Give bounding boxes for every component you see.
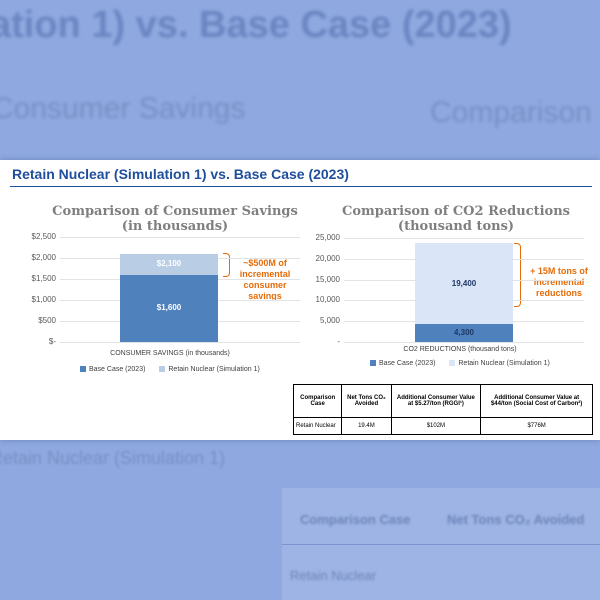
bar-retain-nuclear: 19,400 (415, 243, 513, 325)
legend-base: Base Case (2023) (80, 366, 145, 373)
table-cell: Retain Nuclear (292, 417, 343, 435)
y-tick-label: - (337, 337, 340, 346)
title-underline (10, 186, 592, 187)
y-tick-label: $1,000 (31, 295, 56, 304)
y-tick-label: 20,000 (315, 253, 340, 263)
gridline (60, 342, 300, 343)
savings-annotation: ~$500M of incremental consumer savings (230, 258, 300, 302)
y-tick-label: 5,000 (319, 316, 340, 326)
co2-annotation-line1: + 15M tons of (530, 266, 588, 276)
co2-annotation-line3: reductions (535, 288, 582, 298)
background-legend: Retain Nuclear (Simulation 1) (0, 448, 226, 468)
bar-base-case: 4,300 (415, 324, 513, 342)
co2-chart-title-line1: Comparison of CO2 Reductions (342, 204, 570, 219)
gridline (344, 238, 584, 239)
co2-chart-title-line2: (thousand tons) (397, 219, 515, 234)
table-header-cell: Additional Consumer Value at $44/ton (So… (480, 384, 593, 418)
y-tick-label: 10,000 (315, 295, 340, 305)
savings-chart-title-line1: Comparison of Consumer Savings (52, 204, 298, 219)
savings-chart-title-line2: (in thousands) (121, 219, 229, 234)
background-left-subtitle: Consumer Savings (0, 92, 246, 125)
co2-brace (514, 243, 521, 307)
background-table-rowlabel: Retain Nuclear (290, 568, 376, 583)
co2-annotation: + 15M tons of incremental reductions (520, 266, 598, 299)
table-header-row: Comparison Case Net Tons CO₂ Avoided Add… (292, 384, 593, 418)
bar-data-label: $2,100 (156, 259, 182, 269)
bar-retain-nuclear: $2,100 (120, 253, 218, 275)
table-header-cell: Net Tons CO₂ Avoided (341, 384, 392, 418)
table-cell: $102M (390, 417, 482, 435)
savings-annotation-line1: ~$500M of (243, 258, 287, 268)
gridline (60, 237, 300, 238)
savings-brace (223, 253, 230, 277)
legend-retain: Retain Nuclear (Simulation 1) (449, 360, 550, 367)
y-tick-label: 25,000 (315, 233, 340, 242)
gridline (344, 342, 584, 343)
bar-data-label: 4,300 (453, 328, 475, 338)
co2-category-label: CO2 REDUCTIONS (thousand tons) (403, 346, 517, 353)
co2-annotation-line2: incremental (533, 277, 585, 287)
savings-category-label: CONSUMER SAVINGS (in thousands) (110, 350, 230, 357)
y-tick-label: 15,000 (315, 274, 340, 284)
y-tick-label: $- (48, 337, 56, 346)
savings-annotation-line3: consumer (243, 280, 287, 290)
background-right-subtitle: Comparison (430, 96, 592, 129)
savings-annotation-line4: savings (248, 291, 282, 301)
co2-legend: Base Case (2023) Retain Nuclear (Simulat… (370, 360, 562, 367)
slide-card: Retain Nuclear (Simulation 1) vs. Base C… (0, 160, 600, 440)
table-cell: $776M (480, 417, 593, 435)
background-table-header (282, 488, 600, 545)
table-cell: 19.4M (341, 417, 392, 435)
savings-legend: Base Case (2023) Retain Nuclear (Simulat… (80, 366, 272, 373)
background-table-col2: Net Tons CO₂ Avoided (447, 512, 585, 527)
y-tick-label: $1,500 (31, 274, 56, 283)
legend-retain: Retain Nuclear (Simulation 1) (159, 366, 260, 373)
bar-base-case: $1,600 (120, 274, 218, 342)
savings-chart-title: Comparison of Consumer Savings (in thous… (40, 204, 310, 234)
background-table: Comparison Case Net Tons CO₂ Avoided Ret… (282, 488, 600, 600)
legend-base: Base Case (2023) (370, 360, 435, 367)
table-header-cell: Comparison Case (292, 384, 343, 418)
table-row: Retain Nuclear 19.4M $102M $776M (292, 417, 593, 435)
y-tick-label: $2,500 (31, 232, 56, 241)
background-title: ation 1) vs. Base Case (2023) (0, 4, 512, 46)
background-table-col1: Comparison Case (300, 512, 411, 527)
savings-annotation-line2: incremental (239, 269, 291, 279)
y-tick-label: $500 (38, 316, 56, 325)
table-header-cell: Additional Consumer Value at $5.27/ton (… (390, 384, 482, 418)
slide-title: Retain Nuclear (Simulation 1) vs. Base C… (12, 166, 349, 182)
y-tick-label: $2,000 (31, 253, 56, 262)
co2-chart-title: Comparison of CO2 Reductions (thousand t… (336, 204, 576, 234)
bar-data-label: 19,400 (451, 278, 477, 288)
bar-data-label: $1,600 (156, 303, 182, 313)
comparison-table: Comparison Case Net Tons CO₂ Avoided Add… (292, 384, 593, 435)
